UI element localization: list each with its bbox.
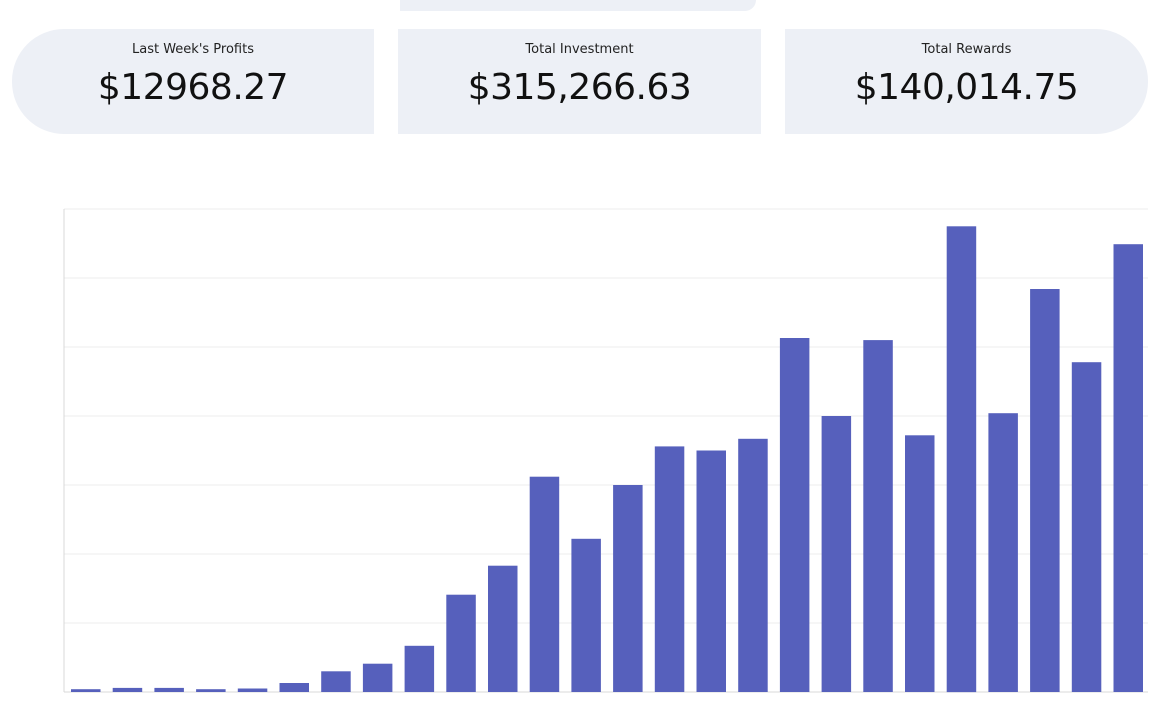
chart-bar[interactable] <box>321 671 351 692</box>
chart-bar[interactable] <box>946 226 977 693</box>
total-rewards-value: $140,014.75 <box>854 67 1079 108</box>
chart-bar[interactable] <box>362 663 393 692</box>
chart-bar[interactable] <box>529 476 560 692</box>
chart-bar[interactable] <box>821 416 852 692</box>
chart-bar[interactable] <box>279 683 310 692</box>
top-tab-edge <box>400 0 756 11</box>
chart-bar[interactable] <box>446 594 476 692</box>
total-investment-label: Total Investment <box>525 42 634 57</box>
last-week-profits-value: $12968.27 <box>97 67 289 108</box>
total-rewards-label: Total Rewards <box>921 42 1012 57</box>
total-rewards-card: Total Rewards $140,014.75 <box>785 29 1148 134</box>
chart-bar[interactable] <box>1071 362 1102 692</box>
chart-bar[interactable] <box>654 446 685 692</box>
total-investment-card: Total Investment $315,266.63 <box>398 29 761 134</box>
last-week-profits-card: Last Week's Profits $12968.27 <box>12 29 374 134</box>
chart-bar[interactable] <box>571 538 601 692</box>
chart-bar[interactable] <box>71 689 101 692</box>
total-investment-value: $315,266.63 <box>467 67 692 108</box>
chart-bar[interactable] <box>154 687 184 692</box>
chart-bar[interactable] <box>237 688 268 693</box>
chart-bar[interactable] <box>863 340 893 692</box>
chart-bar[interactable] <box>988 413 1018 692</box>
chart-bar[interactable] <box>1113 244 1144 692</box>
chart-bar[interactable] <box>779 338 810 692</box>
last-week-profits-label: Last Week's Profits <box>132 42 254 57</box>
chart-bar[interactable] <box>905 435 935 692</box>
chart-bar[interactable] <box>196 689 226 692</box>
chart-bar[interactable] <box>112 687 143 692</box>
chart-bar[interactable] <box>404 645 435 692</box>
chart-bar[interactable] <box>613 485 643 692</box>
chart-bar[interactable] <box>488 565 518 692</box>
chart-bar[interactable] <box>696 450 727 693</box>
chart-bar[interactable] <box>738 438 768 692</box>
chart-bar[interactable] <box>1030 289 1060 692</box>
